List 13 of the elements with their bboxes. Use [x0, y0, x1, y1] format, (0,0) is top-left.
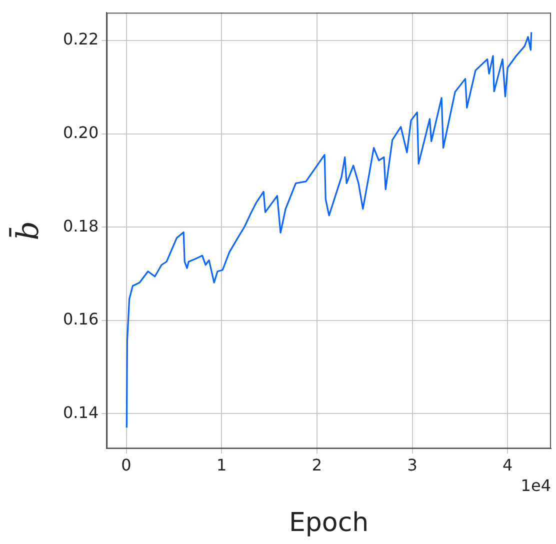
x-axis-title: Epoch	[289, 508, 369, 538]
y-tick-label: 0.18	[63, 216, 99, 236]
x-tick-label: 0	[121, 455, 132, 474]
x-tick-label: 3	[407, 455, 418, 474]
x-tick-label: 1	[216, 455, 227, 474]
y-tick-label: 0.22	[63, 30, 99, 49]
x-tick-label: 2	[312, 455, 322, 474]
text: 1e4	[520, 476, 551, 495]
y-tick-label: 0.20	[63, 122, 99, 142]
x-tick-label: 4	[502, 455, 513, 474]
y-axis-title: b̄	[8, 220, 46, 240]
y-tick-label: 0.16	[63, 310, 99, 329]
y-tick-label: 0.14	[63, 402, 99, 422]
